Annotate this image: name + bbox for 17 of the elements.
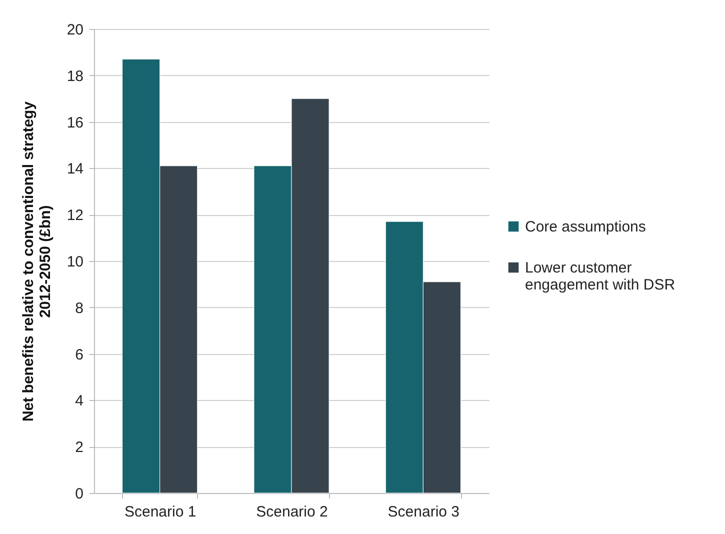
x-tick-label: Scenario 1 xyxy=(124,504,196,520)
y-tick-label: 2 xyxy=(75,439,84,456)
x-tick-label: Scenario 3 xyxy=(388,504,460,520)
y-tick-label: 14 xyxy=(66,160,84,178)
y-tick-label: 10 xyxy=(66,254,84,270)
y-tick-label: 6 xyxy=(75,346,84,364)
y-tick-label: 8 xyxy=(75,300,84,317)
legend-label: Core assumptions xyxy=(525,218,646,236)
x-tick-label: Scenario 2 xyxy=(256,504,328,520)
legend-label: Lower customer engagement with DSR xyxy=(525,260,676,294)
y-tick-label: 4 xyxy=(75,392,84,410)
y-tick-label: 16 xyxy=(66,114,84,132)
y-tick-label: 18 xyxy=(66,68,84,85)
y-tick-label: 20 xyxy=(66,22,84,38)
y-axis-title: Net benefits relative to conventional strategy 2012-2050 (£bn) xyxy=(20,100,54,422)
y-tick-label: 0 xyxy=(75,486,84,502)
y-tick-label: 12 xyxy=(66,207,84,224)
